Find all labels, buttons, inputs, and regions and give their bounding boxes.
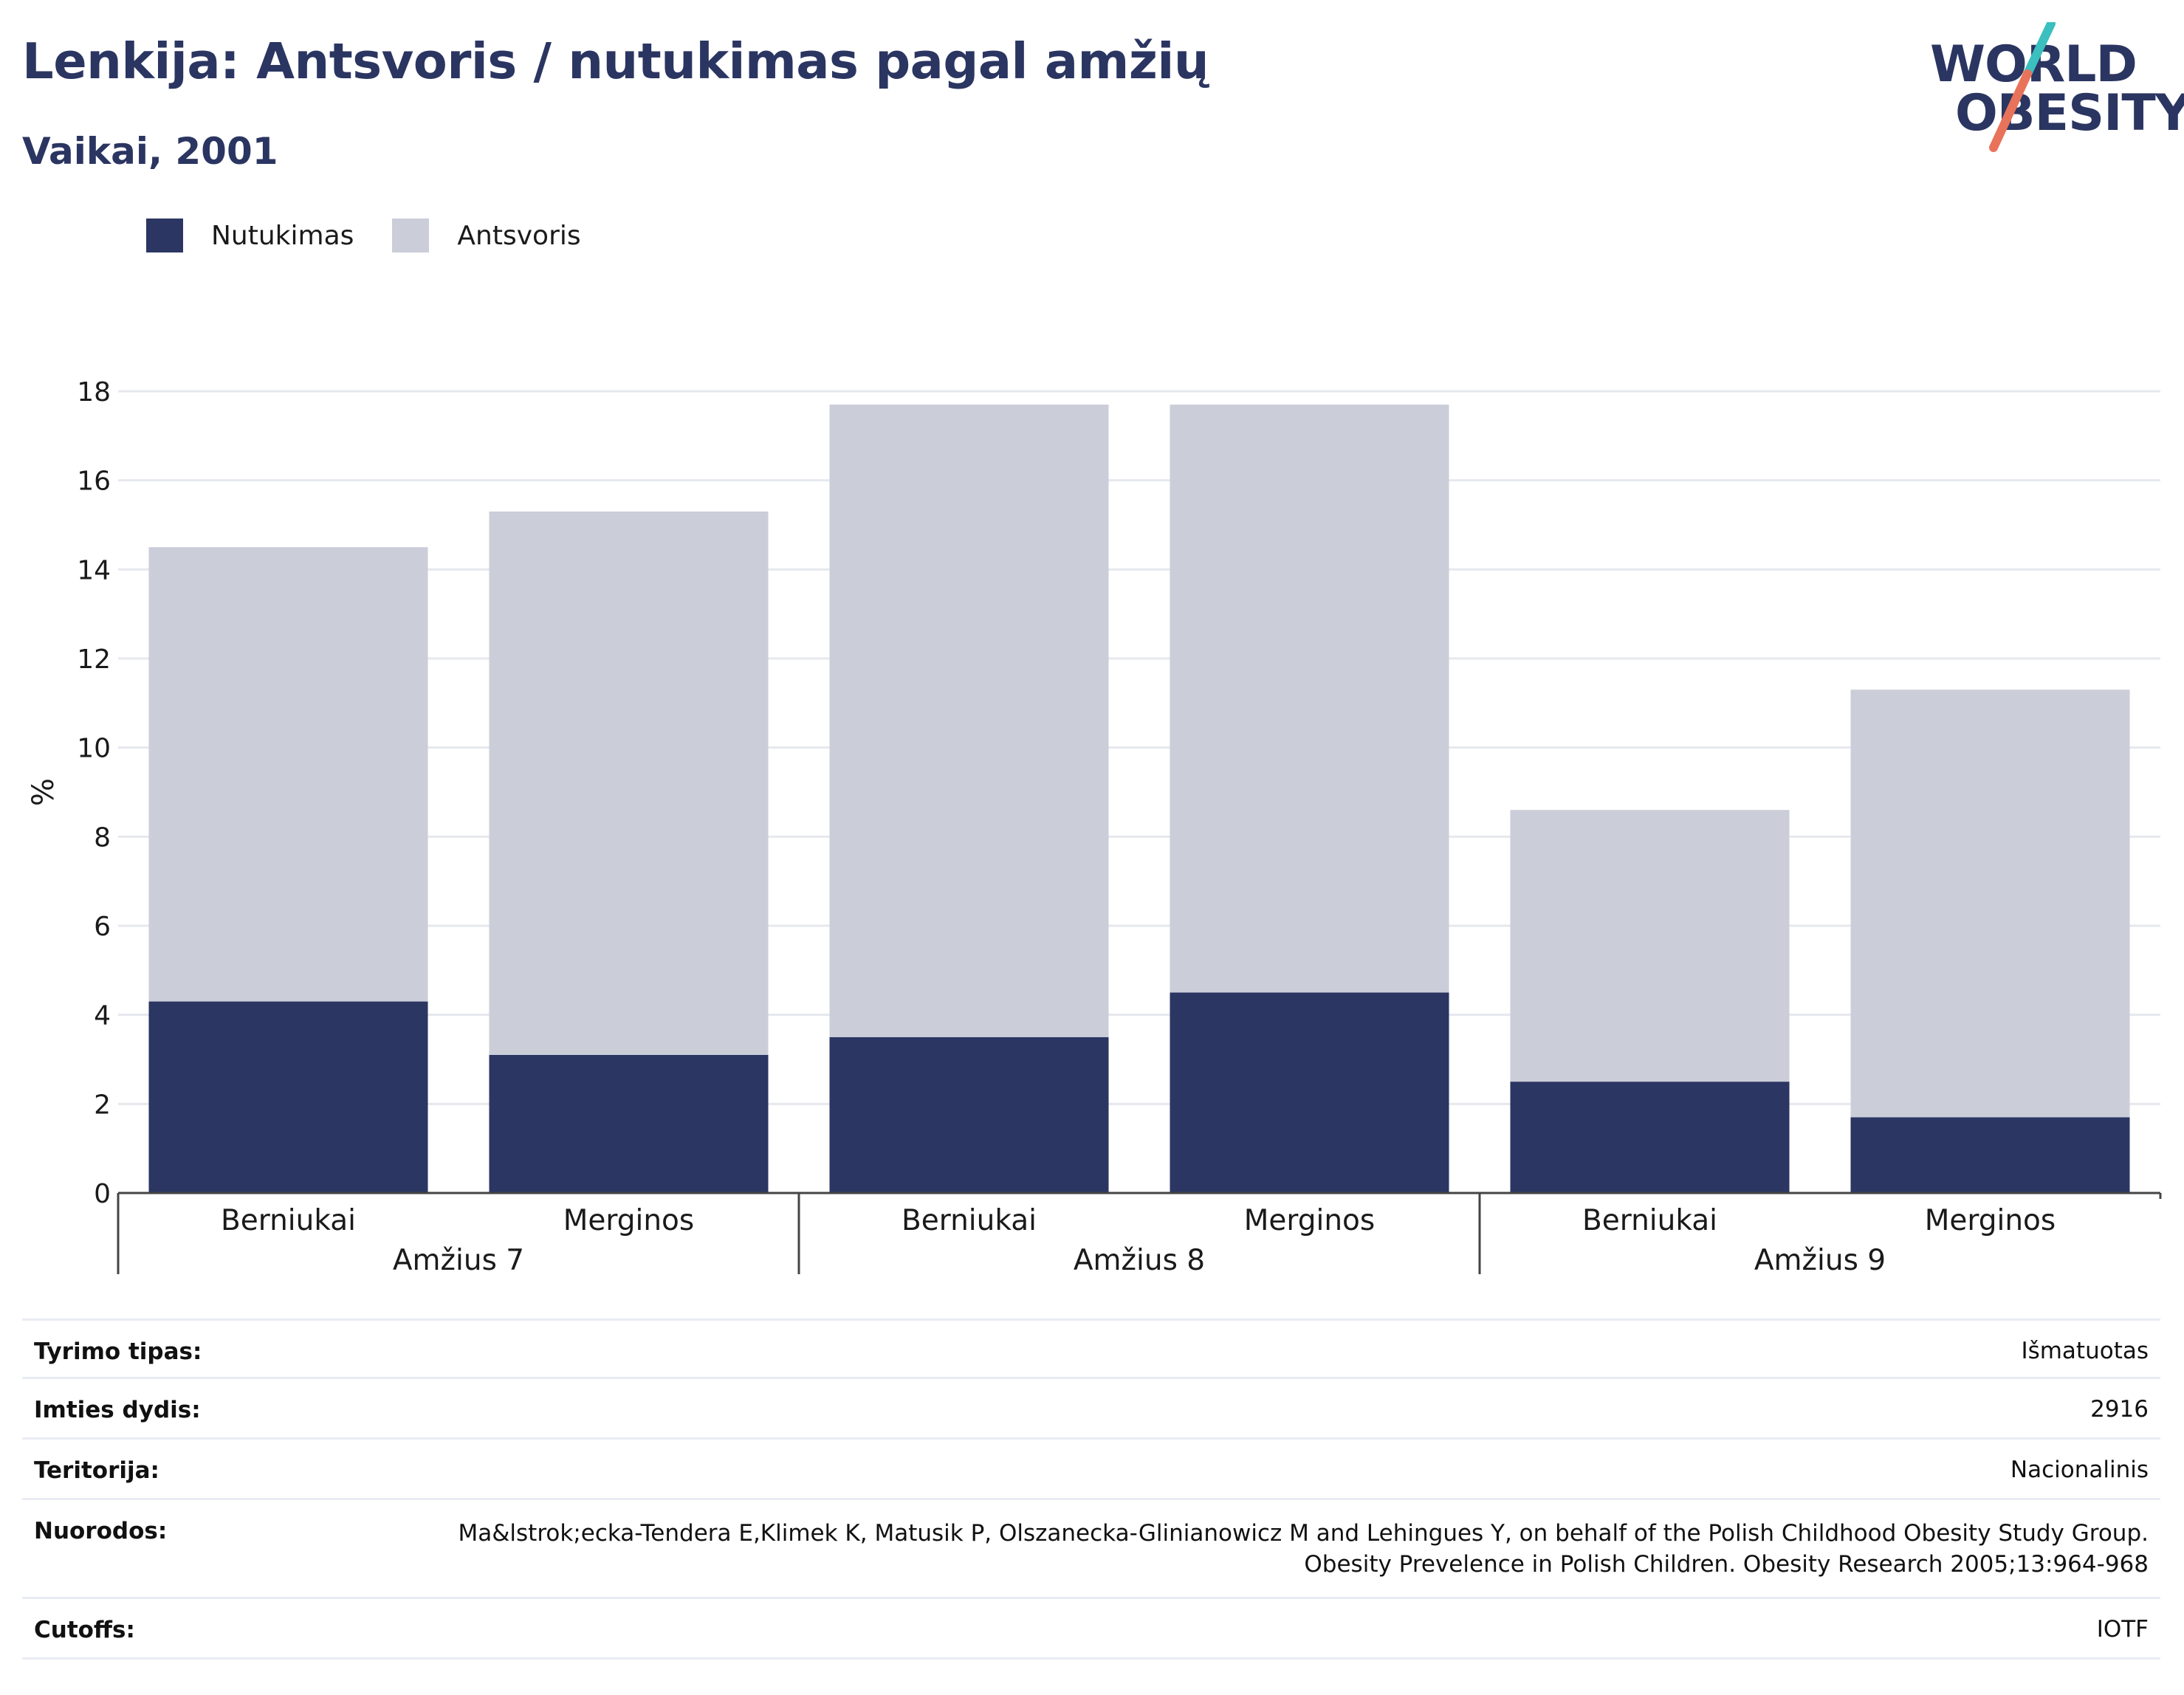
x-tick-label: Merginos [563, 1204, 694, 1237]
y-tick-label: 4 [94, 1001, 111, 1031]
info-row: Teritorija: Nacionalinis [22, 1440, 2160, 1500]
info-row-value: Išmatuotas [2021, 1338, 2149, 1364]
y-tick-label: 16 [77, 467, 111, 497]
info-row: Imties dydis: 2916 [22, 1379, 2160, 1440]
x-tick-label: Merginos [1244, 1204, 1375, 1237]
survey-info-table: Tyrimo tipas: Išmatuotas Imties dydis: 2916… [22, 1318, 2160, 1660]
info-row: Tyrimo tipas: Išmatuotas [22, 1318, 2160, 1379]
x-group-label: Amžius 9 [1754, 1244, 1886, 1277]
bar-obesity [829, 1036, 1109, 1193]
info-row-label: Imties dydis: [34, 1397, 201, 1423]
info-row-value: Nacionalinis [2010, 1457, 2149, 1483]
y-tick-label: 0 [94, 1179, 111, 1209]
legend-item-overweight[interactable]: Antsvoris [392, 219, 581, 252]
info-row: Nuorodos: Ma&lstrok;ecka-Tendera E,Klimek… [22, 1500, 2160, 1599]
bar-overweight [1170, 405, 1449, 993]
y-tick-label: 10 [77, 734, 111, 764]
info-row-value: IOTF [2096, 1616, 2149, 1643]
world-obesity-logo: WORLD OBESITY [1920, 22, 2184, 155]
bar-overweight [489, 511, 769, 1055]
bar-overweight [1850, 690, 2130, 1118]
info-row-label: Teritorija: [34, 1457, 159, 1484]
bar-obesity [1850, 1117, 2130, 1193]
info-row-label: Nuorodos: [34, 1518, 168, 1544]
chart-title: Lenkija: Antsvoris / nutukimas pagal amž… [22, 32, 1209, 90]
x-tick-label: Berniukai [902, 1204, 1037, 1237]
logo-word-obesity: OBESITY [1955, 84, 2184, 142]
bar-overweight [1510, 810, 1790, 1082]
y-tick-label: 2 [94, 1090, 111, 1120]
y-axis-label: % [27, 778, 61, 806]
x-tick-label: Berniukai [1582, 1204, 1717, 1237]
info-row-label: Cutoffs: [34, 1617, 135, 1643]
chart-legend: Nutukimas Antsvoris [146, 219, 619, 252]
legend-label-obesity: Nutukimas [211, 220, 354, 251]
x-group-label: Amžius 8 [1074, 1244, 1205, 1277]
bar-obesity [489, 1054, 769, 1193]
x-tick-label: Berniukai [221, 1204, 356, 1237]
info-row-value: 2916 [2090, 1396, 2149, 1423]
bar-obesity [1170, 992, 1449, 1193]
y-tick-label: 8 [94, 822, 111, 853]
logo-slash-icon [1989, 22, 2056, 152]
y-tick-label: 6 [94, 912, 111, 942]
x-tick-label: Merginos [1925, 1204, 2056, 1237]
y-tick-label: 18 [77, 377, 111, 408]
info-row: Cutoffs: IOTF [22, 1599, 2160, 1660]
bar-overweight [148, 547, 428, 1002]
legend-swatch-overweight [392, 219, 430, 252]
info-row-value: Ma&lstrok;ecka-Tendera E,Klimek K, Matus… [458, 1520, 2149, 1578]
y-tick-label: 12 [77, 644, 111, 675]
info-row-label: Tyrimo tipas: [34, 1338, 202, 1365]
bar-obesity [1510, 1082, 1790, 1193]
bar-obesity [148, 1001, 428, 1193]
y-tick-label: 14 [77, 555, 111, 585]
bar-overweight [829, 405, 1109, 1037]
legend-item-obesity[interactable]: Nutukimas [146, 219, 354, 252]
chart-subtitle: Vaikai, 2001 [22, 130, 278, 173]
x-group-label: Amžius 7 [393, 1244, 524, 1277]
legend-label-overweight: Antsvoris [457, 220, 581, 251]
legend-swatch-obesity [146, 219, 183, 252]
bar-chart: 0 2 4 6 8 10 12 14 16 18% Berniukai Merginos Amžius … [27, 377, 2162, 1277]
